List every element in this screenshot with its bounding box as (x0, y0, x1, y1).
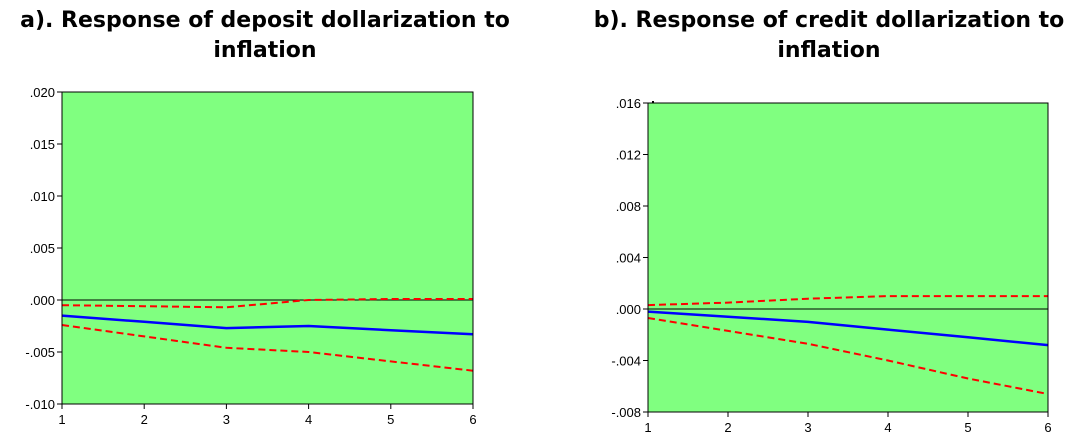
chart-a-y-tick-label: .020 (30, 85, 55, 100)
chart-b-x-tick-label: 2 (724, 420, 731, 435)
chart-b-y-tick-label: -.008 (611, 405, 641, 420)
chart-a-y-tick-label: .005 (30, 241, 55, 256)
chart-b-x-tick-label: 4 (884, 420, 891, 435)
chart-b-y-tick-label: -.004 (611, 354, 641, 369)
chart-b-series-lower-band (647, 317, 1049, 395)
chart-b-x-tick-label: 1 (644, 420, 651, 435)
chart-b-plot-area (648, 103, 1048, 412)
chart-b-y-tick-label: .004 (616, 251, 641, 266)
chart-a-title: a). Response of deposit dollarization to… (20, 8, 510, 63)
chart-b-x-tick-label: 3 (804, 420, 811, 435)
chart-a-x-tick-label: 2 (141, 412, 148, 427)
chart-b-y-tick-label: .012 (616, 148, 641, 163)
chart-a-series-response (61, 314, 474, 336)
chart-b-y-tick-label: .008 (616, 199, 641, 214)
chart-a-series-upper-band (61, 298, 473, 309)
chart-b-y-tick-label: .000 (616, 302, 641, 317)
chart-a-x-tick-label: 5 (387, 412, 394, 427)
chart-a-x-tick-label: 1 (58, 412, 65, 427)
chart-b-title: b). Response of credit dollarization to … (593, 8, 1065, 63)
chart-a-plot-area (62, 92, 473, 404)
chart-b-series-upper-band (647, 295, 1048, 307)
chart-a-series-lower-band (61, 324, 474, 372)
chart-a-x-tick-label: 6 (469, 412, 476, 427)
chart-a-x-tick-label: 3 (223, 412, 230, 427)
chart-b-y-tick-label: .016 (616, 96, 641, 111)
chart-a-y-tick-label: .000 (30, 293, 55, 308)
chart-b-series-response (647, 310, 1049, 347)
chart-b-x-tick-label: 6 (1044, 420, 1051, 435)
chart-a-y-tick-label: -.005 (25, 345, 55, 360)
chart-a-y-tick-label: -.010 (25, 397, 55, 412)
chart-b-x-tick-label: 5 (964, 420, 971, 435)
stray-mark (652, 101, 654, 103)
chart-a-y-tick-label: .015 (30, 137, 55, 152)
chart-a-x-tick-label: 4 (305, 412, 312, 427)
chart-a-y-tick-label: .010 (30, 189, 55, 204)
